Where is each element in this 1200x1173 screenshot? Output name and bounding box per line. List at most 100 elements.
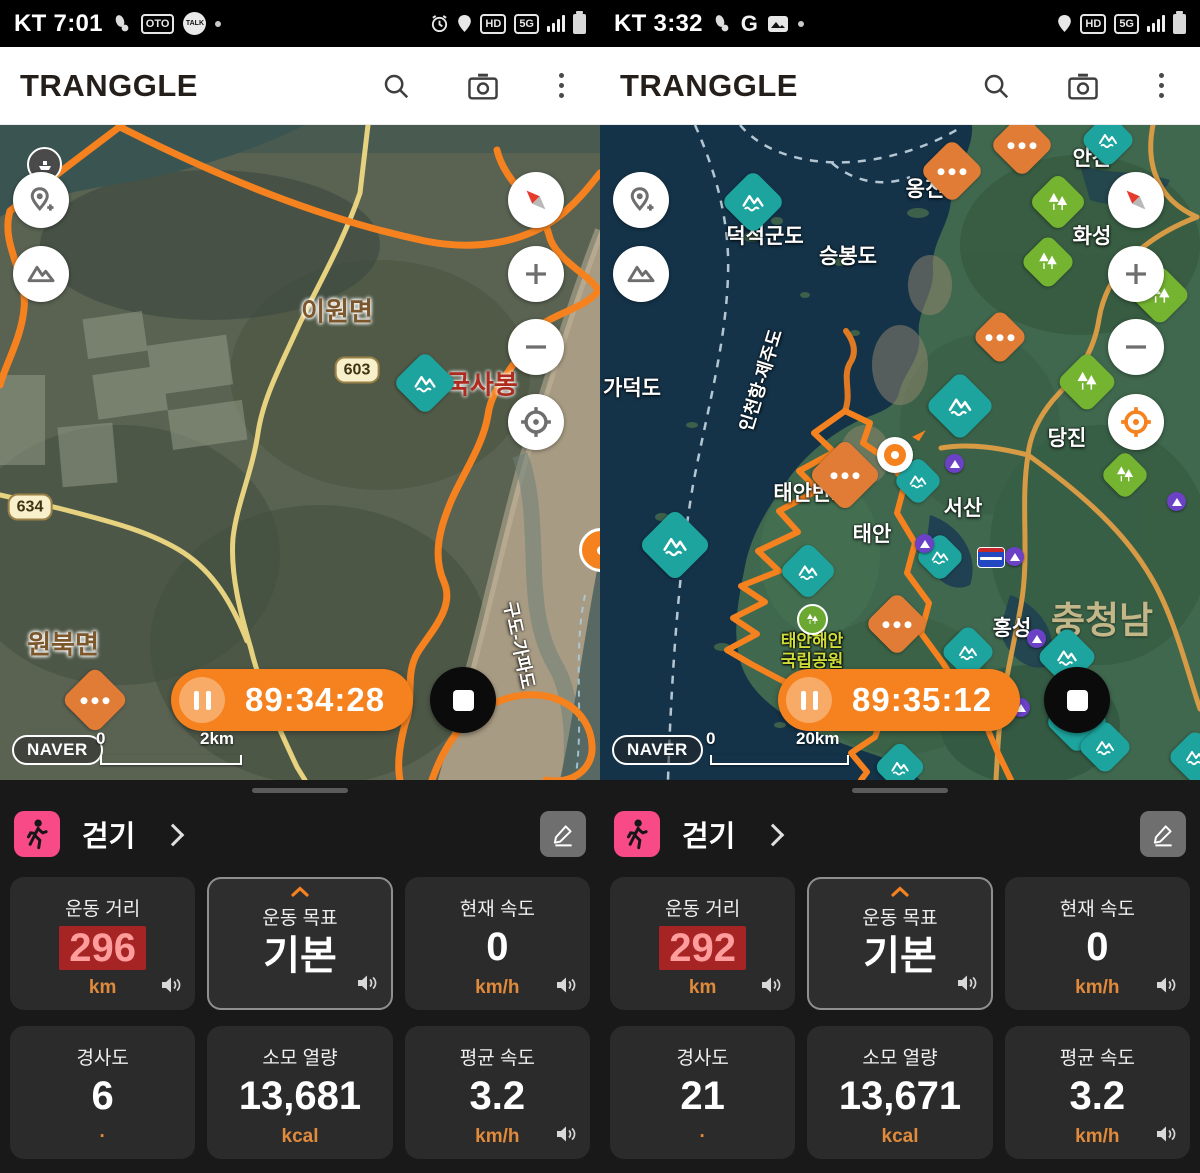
terrain-layers-button[interactable] [613,246,669,302]
pause-timer-button[interactable]: 89:35:12 [778,669,1021,731]
summit-point-marker[interactable] [1005,547,1024,566]
edit-layout-button[interactable] [1140,811,1186,857]
stat-card-avg-speed[interactable]: 평균 속도 3.2 km/h [1004,1026,1190,1159]
stat-card-goal[interactable]: 운동 목표 기본 [207,877,393,1010]
zoom-out-button[interactable] [508,319,564,375]
summit-point-marker[interactable] [915,534,934,553]
stat-card-slope[interactable]: 경사도 6 · [10,1026,196,1159]
peak-marker[interactable] [1079,125,1137,169]
town-label: 원북면 [27,629,99,660]
speaker-icon[interactable] [1155,976,1177,999]
peak-marker[interactable] [778,541,838,601]
drag-handle[interactable] [252,788,348,793]
stop-icon [1066,689,1088,711]
add-waypoint-button[interactable] [613,172,669,228]
pause-timer-button[interactable]: 89:34:28 [171,669,414,731]
summit-point-marker[interactable] [1027,629,1046,648]
stat-card-avg-speed[interactable]: 평균 속도 3.2 km/h [404,1026,590,1159]
stop-icon [452,689,474,711]
peak-label: 국사봉 [446,369,518,400]
stat-unit: km [88,977,117,998]
my-location-button-active[interactable] [1108,394,1164,450]
location-icon [1058,15,1072,32]
search-icon[interactable] [381,71,411,101]
peak-marker[interactable] [1166,728,1200,780]
phone-right: KT 3:32 G HD 5G TRANGGLE [600,0,1200,1173]
camera-icon[interactable] [467,71,499,101]
edit-layout-button[interactable] [540,811,586,857]
chevron-right-icon[interactable] [162,823,185,847]
speaker-icon[interactable] [1155,1125,1177,1148]
my-location-button[interactable] [508,394,564,450]
peak-marker[interactable] [924,370,996,442]
zoom-out-button[interactable] [1108,319,1164,375]
summit-point-marker[interactable] [945,454,964,473]
forest-marker[interactable] [1055,350,1119,414]
terrain-layers-button[interactable] [13,246,69,302]
peak-marker[interactable] [720,169,786,235]
summit-point-marker[interactable] [1167,492,1186,511]
peak-marker[interactable] [638,508,712,582]
scale-end: 2km [200,729,235,748]
stat-card-goal[interactable]: 운동 목표 기본 [807,877,993,1010]
stat-value: 3.2 [1069,1074,1126,1118]
status-bar: KT 7:01 OTO TALK HD 5G [0,0,600,47]
stat-card-current-speed[interactable]: 현재 속도 0 km/h [404,877,590,1010]
map-left[interactable]: 이원면 603 국사봉 634 원북면 구도-가파도 89:34:28 [0,125,600,780]
stats-grid: 운동 거리 292 km 운동 목표 기본 현재 속도 0 km/h [600,863,1200,1159]
chevron-right-icon[interactable] [762,823,785,847]
stat-card-distance[interactable]: 운동 거리 292 km [610,877,796,1010]
speaker-icon[interactable] [760,976,782,999]
peak-marker[interactable] [873,740,927,780]
peak-marker[interactable] [939,623,997,681]
overflow-menu-icon[interactable] [1155,69,1168,102]
stop-button[interactable] [430,667,496,733]
compass-button[interactable] [508,172,564,228]
stat-value: 0 [486,925,509,969]
stat-value: 296 [59,926,147,970]
forest-marker[interactable] [1019,233,1077,291]
zoom-in-button[interactable] [1108,246,1164,302]
forest-marker[interactable] [1099,449,1151,501]
search-icon[interactable] [981,71,1011,101]
scale-bar [100,755,242,765]
naver-logo: NAVER [12,735,103,765]
stat-card-distance[interactable]: 운동 거리 296 km [10,877,196,1010]
caret-up-icon[interactable] [889,884,911,902]
drag-handle[interactable] [852,788,948,793]
activity-label: 걷기 [682,821,736,853]
pause-icon[interactable] [786,677,832,723]
phone-left: KT 7:01 OTO TALK HD 5G TRANGGLE [0,0,600,1173]
stats-grid: 운동 거리 296 km 운동 목표 기본 현재 속도 0 km/h [0,863,600,1159]
camera-icon[interactable] [1067,71,1099,101]
stat-unit: · [699,1126,706,1147]
peak-marker[interactable] [914,531,966,583]
forest-marker[interactable] [1028,172,1088,232]
tranggle-logo: TRANGGLE [20,67,198,103]
peak-marker[interactable] [1076,718,1134,776]
speaker-icon[interactable] [160,976,182,999]
pause-icon[interactable] [179,677,225,723]
gallery-icon [767,15,788,32]
stat-card-current-speed[interactable]: 현재 속도 0 km/h [1004,877,1190,1010]
speaker-icon[interactable] [555,976,577,999]
peak-marker[interactable] [892,455,944,507]
overflow-menu-icon[interactable] [555,69,568,102]
peak-marker[interactable] [1035,625,1099,689]
peak-marker[interactable] [392,350,458,416]
stat-card-slope[interactable]: 경사도 21 · [610,1026,796,1159]
stat-card-calories[interactable]: 소모 열량 13,671 kcal [807,1026,993,1159]
speaker-icon[interactable] [555,1125,577,1148]
hd-voice-icon: HD [1080,13,1107,34]
map-right[interactable]: 덕적군도 승봉도 옹진 안산 화성 가덕도 인천항-제주도 태안반도 태안 서산… [600,125,1200,780]
speaker-icon[interactable] [956,974,978,997]
park-marker[interactable] [797,604,828,635]
zoom-in-button[interactable] [508,246,564,302]
oto-app-icon: OTO [140,13,175,34]
compass-button[interactable] [1108,172,1164,228]
caret-up-icon[interactable] [289,884,311,902]
stop-button[interactable] [1044,667,1110,733]
stat-card-calories[interactable]: 소모 열량 13,681 kcal [207,1026,393,1159]
speaker-icon[interactable] [356,974,378,997]
add-waypoint-button[interactable] [13,172,69,228]
